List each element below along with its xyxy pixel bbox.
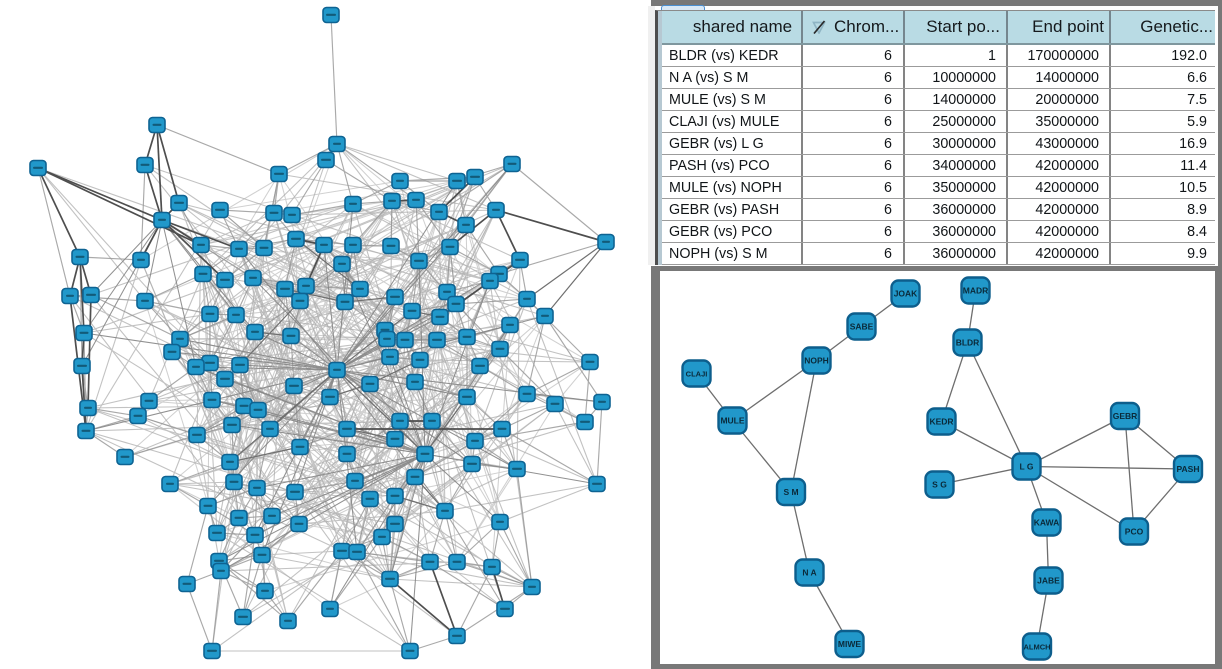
- svg-text:JABE: JABE: [1037, 576, 1060, 586]
- svg-text:KEDR: KEDR: [929, 417, 953, 427]
- svg-text:NOPH: NOPH: [804, 356, 829, 366]
- svg-text:GEBR: GEBR: [1113, 411, 1138, 421]
- svg-text:N A: N A: [802, 568, 816, 578]
- svg-text:SABE: SABE: [850, 322, 874, 332]
- svg-text:PASH: PASH: [1177, 464, 1200, 474]
- svg-text:PCO: PCO: [1125, 527, 1144, 537]
- svg-text:MIWE: MIWE: [838, 639, 861, 649]
- svg-text:MULE: MULE: [720, 416, 744, 426]
- svg-text:MADR: MADR: [963, 286, 989, 296]
- svg-text:BLDR: BLDR: [956, 338, 980, 348]
- svg-text:S G: S G: [932, 480, 947, 490]
- svg-text:KAWA: KAWA: [1034, 518, 1060, 528]
- svg-text:JOAK: JOAK: [894, 289, 918, 299]
- svg-text:S M: S M: [783, 487, 798, 497]
- svg-text:ALMCH: ALMCH: [1023, 643, 1050, 652]
- svg-text:L G: L G: [1019, 462, 1033, 472]
- svg-text:CLAJI: CLAJI: [686, 370, 708, 379]
